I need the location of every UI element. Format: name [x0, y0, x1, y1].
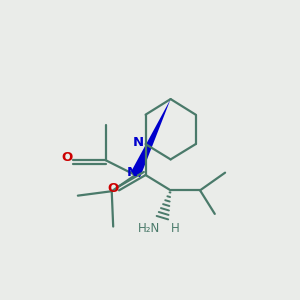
Text: N: N — [133, 136, 144, 149]
Text: O: O — [61, 152, 73, 164]
Text: H: H — [171, 222, 179, 235]
Text: O: O — [107, 182, 118, 195]
Polygon shape — [130, 99, 171, 177]
Text: H₂N: H₂N — [138, 222, 160, 235]
Text: N: N — [127, 166, 138, 179]
